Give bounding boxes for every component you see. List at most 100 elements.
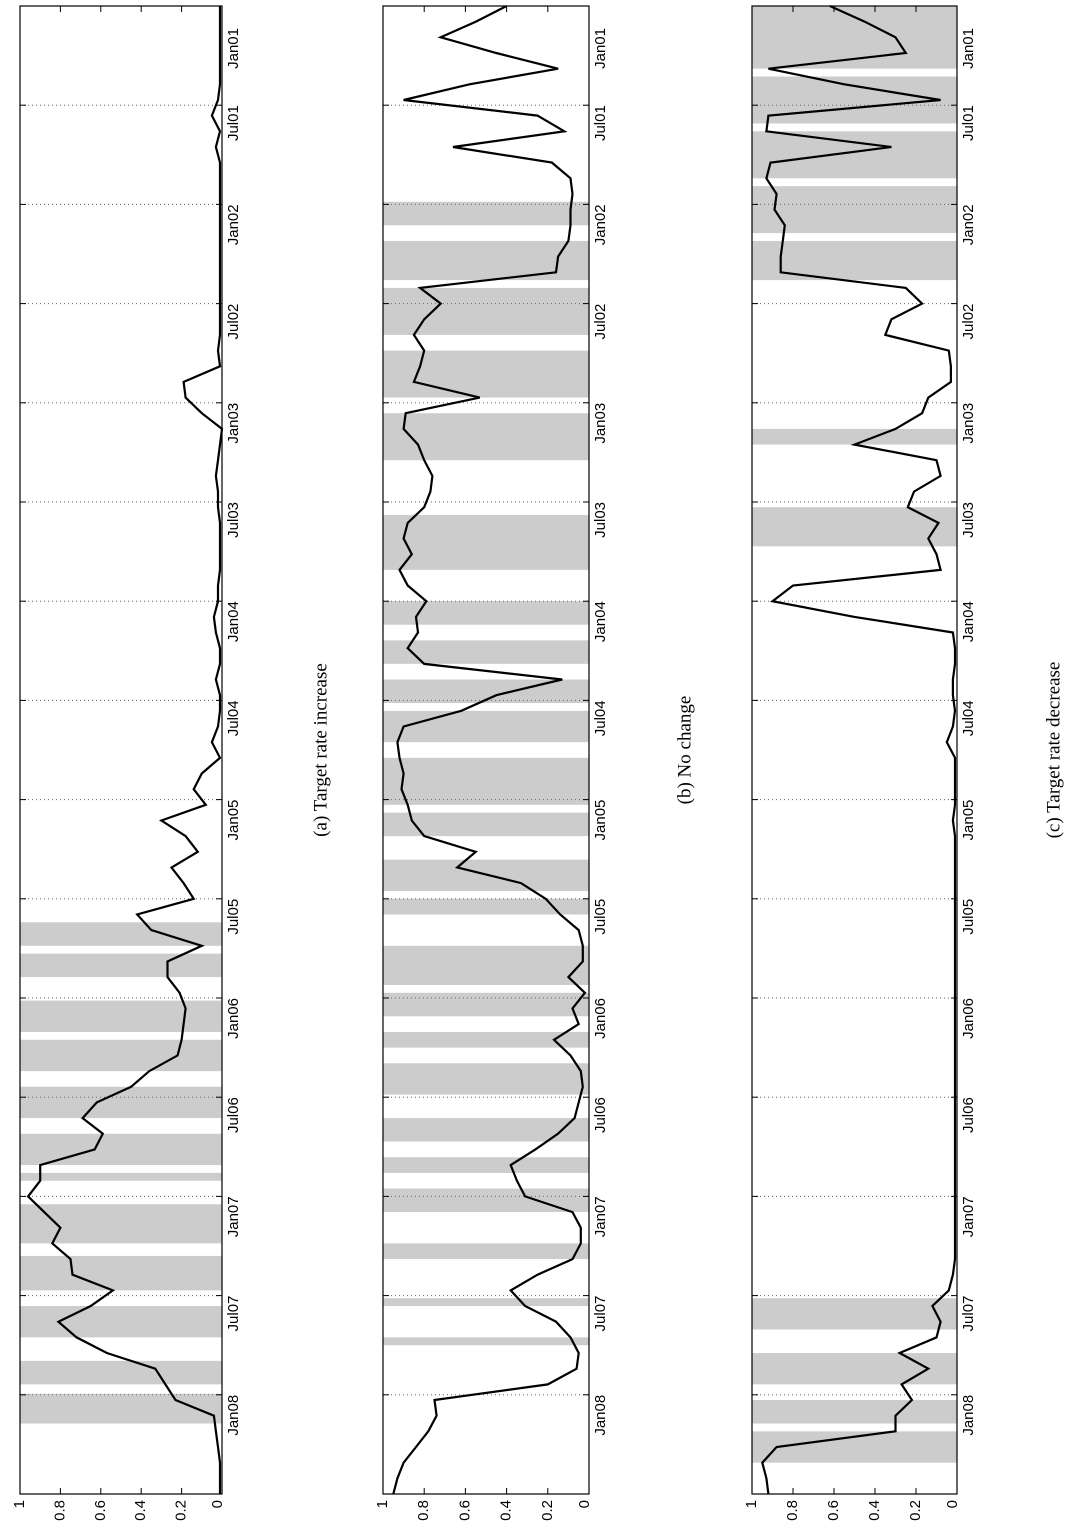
x-tick-label: Jan04 [960, 601, 977, 642]
panel-caption: (a) Target rate increase [310, 663, 331, 837]
panel-1: Jan01 Jul01 Jan02 Jul02 Jan03 Jul03 Jan04 Jul04… [11, 5, 331, 1521]
shaded-band [383, 992, 589, 1017]
series-line [761, 4, 957, 1495]
x-tick-label: Jul06 [225, 1097, 242, 1133]
shaded-band [383, 1188, 589, 1213]
x-tick-label: Jan05 [225, 800, 242, 841]
x-tick-label: Jan07 [225, 1196, 242, 1237]
y-tick-label: 0.2 [907, 1500, 924, 1521]
shaded-band [752, 186, 957, 234]
shaded-band [383, 1298, 589, 1307]
shaded-band [752, 1298, 957, 1330]
shaded-band [20, 1000, 222, 1032]
y-tick-label: 0.8 [415, 1500, 432, 1521]
shaded-band [383, 898, 589, 915]
y-tick-label: 0.4 [132, 1500, 149, 1521]
plot-frame [382, 5, 590, 1495]
y-tick-label: 0.4 [498, 1500, 515, 1521]
shaded-band [383, 201, 589, 226]
x-tick-label: Jul04 [960, 700, 977, 736]
x-tick-label: Jan04 [592, 601, 609, 642]
shaded-band [752, 1400, 957, 1424]
shaded-band [383, 812, 589, 837]
y-tick-label: 0.2 [173, 1500, 190, 1521]
x-tick-label: Jan04 [225, 601, 242, 642]
x-tick-label: Jan06 [960, 998, 977, 1039]
shaded-band [752, 76, 957, 124]
shaded-band [20, 922, 222, 946]
panel-2: Jan01 Jul01 Jan02 Jul02 Jan03 Jul03 Jan04 Jul04… [374, 5, 695, 1521]
x-tick-label: Jan01 [960, 28, 977, 69]
series-line [26, 6, 224, 1494]
shaded-band [383, 945, 589, 985]
shaded-band [383, 710, 589, 743]
y-tick-label: 0.4 [866, 1500, 883, 1521]
plot-frame [19, 5, 223, 1495]
y-tick-label: 0.6 [825, 1500, 842, 1521]
x-tick-label: Jan03 [960, 403, 977, 444]
panel-3: Jan01 Jul01 Jan02 Jul02 Jan03 Jul03 Jan04 Jul04… [743, 4, 1064, 1521]
shaded-band [752, 1353, 957, 1385]
shaded-band [20, 1172, 222, 1181]
x-tick-label: Jul07 [960, 1296, 977, 1332]
y-tick-label: 0.2 [539, 1500, 556, 1521]
x-tick-label: Jan02 [592, 204, 609, 245]
x-tick-label: Jul07 [592, 1296, 609, 1332]
x-tick-label: Jul04 [225, 700, 242, 736]
y-tick-label: 1 [743, 1500, 760, 1508]
shaded-band [383, 240, 589, 281]
x-tick-label: Jul02 [225, 304, 242, 340]
shaded-band [383, 287, 589, 335]
panel-caption: (c) Target rate decrease [1043, 662, 1064, 839]
shaded-band [752, 131, 957, 179]
x-tick-label: Jul05 [225, 899, 242, 935]
x-tick-label: Jan05 [592, 800, 609, 841]
y-tick-label: 1 [374, 1500, 391, 1508]
x-tick-label: Jan01 [225, 28, 242, 69]
x-tick-label: Jan07 [592, 1196, 609, 1237]
y-tick-label: 0 [209, 1500, 226, 1508]
shaded-band [383, 640, 589, 664]
x-tick-label: Jul01 [225, 105, 242, 141]
shaded-band [752, 428, 957, 445]
x-tick-label: Jan02 [225, 204, 242, 245]
x-tick-label: Jul05 [960, 899, 977, 935]
shaded-band [383, 350, 589, 398]
y-tick-label: 0.8 [784, 1500, 801, 1521]
shaded-band [20, 1204, 222, 1244]
shaded-band [383, 413, 589, 461]
shaded-band [383, 1157, 589, 1173]
x-tick-label: Jan08 [960, 1395, 977, 1436]
shaded-band [383, 1031, 589, 1048]
x-tick-label: Jul01 [960, 105, 977, 141]
x-tick-label: Jul06 [960, 1097, 977, 1133]
shaded-band [20, 953, 222, 978]
x-tick-label: Jul05 [592, 899, 609, 935]
x-tick-label: Jan05 [960, 800, 977, 841]
x-tick-label: Jul02 [592, 304, 609, 340]
x-tick-label: Jul07 [225, 1296, 242, 1332]
x-tick-label: Jan01 [592, 28, 609, 69]
x-tick-label: Jan08 [592, 1395, 609, 1436]
shaded-band [20, 1306, 222, 1338]
x-tick-label: Jan06 [592, 998, 609, 1039]
shaded-band [383, 1337, 589, 1346]
x-tick-label: Jul06 [592, 1097, 609, 1133]
shaded-band [20, 1360, 222, 1385]
shaded-band [20, 1133, 222, 1166]
shaded-band [383, 1118, 589, 1142]
y-tick-label: 0.6 [92, 1500, 109, 1521]
y-tick-label: 0 [576, 1500, 593, 1508]
shaded-band [20, 1039, 222, 1072]
x-tick-label: Jul03 [960, 502, 977, 538]
shaded-band [383, 601, 589, 625]
y-tick-label: 1 [11, 1500, 28, 1508]
shaded-band [20, 1393, 222, 1424]
x-tick-label: Jan07 [960, 1196, 977, 1237]
shaded-band [383, 1243, 589, 1260]
x-tick-label: Jul03 [592, 502, 609, 538]
x-tick-label: Jul03 [225, 502, 242, 538]
x-tick-label: Jan06 [225, 998, 242, 1039]
